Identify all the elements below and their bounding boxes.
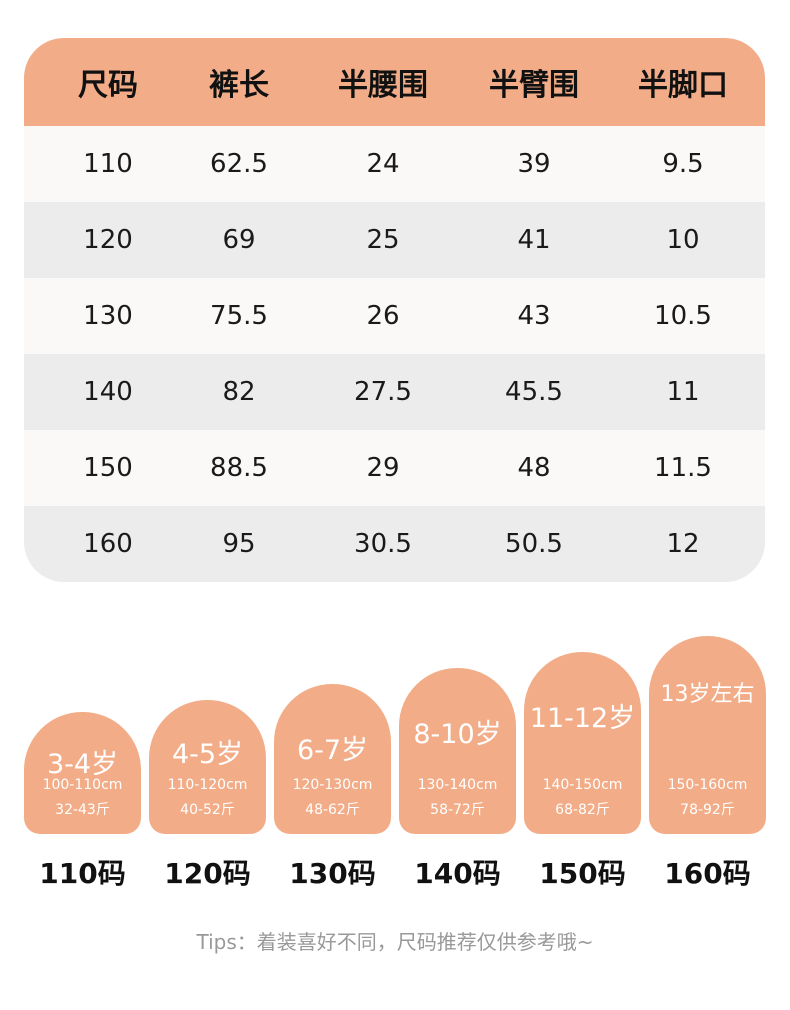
table-row: 160 95 30.5 50.5 12 [24, 506, 765, 582]
table-cell: 160 [83, 529, 133, 559]
table-cell: 12 [666, 529, 700, 559]
height-range: 140-150cm [542, 777, 623, 793]
table-cell: 48 [517, 453, 551, 483]
header-row: 尺码 裤长 半腰围 半臂围 半脚口 [24, 38, 765, 126]
table-cell: 25 [366, 225, 400, 255]
size-label: 160码 [664, 857, 751, 890]
table-cell: 95 [222, 529, 256, 559]
header-cell: 尺码 [78, 68, 138, 103]
table-cell: 150 [83, 453, 133, 483]
table-cell: 130 [83, 301, 133, 331]
header-cell: 裤长 [209, 68, 269, 103]
table-cell: 11 [666, 377, 700, 407]
weight-range: 78-92斤 [680, 802, 735, 818]
weight-range: 48-62斤 [305, 802, 360, 818]
age-label: 4-5岁 [171, 739, 244, 770]
age-label: 11-12岁 [529, 703, 636, 734]
header-cell: 半脚口 [638, 68, 728, 103]
table-row: 140 82 27.5 45.5 11 [24, 354, 765, 430]
weight-range: 32-43斤 [55, 802, 110, 818]
size-label: 150码 [539, 857, 626, 890]
table-row: 110 62.5 24 39 9.5 [24, 126, 765, 202]
size-label: 140码 [414, 857, 501, 890]
table-cell: 50.5 [505, 529, 563, 559]
weight-range: 40-52斤 [180, 802, 235, 818]
weight-range: 58-72斤 [430, 802, 485, 818]
size-label: 110码 [39, 857, 126, 890]
table-cell: 26 [366, 301, 400, 331]
size-label: 120码 [164, 857, 251, 890]
table-cell: 39 [517, 149, 551, 179]
table-cell: 43 [517, 301, 551, 331]
age-label: 6-7岁 [296, 735, 369, 766]
weight-range: 68-82斤 [555, 802, 610, 818]
age-label: 8-10岁 [413, 719, 502, 750]
size-label: 130码 [289, 857, 376, 890]
age-label: 13岁左右 [660, 682, 755, 707]
height-range: 120-130cm [292, 777, 373, 793]
table-cell: 82 [222, 377, 256, 407]
table-cell: 29 [366, 453, 400, 483]
table-cell: 9.5 [662, 149, 704, 179]
table-cell: 41 [517, 225, 551, 255]
header-cell: 半腰围 [338, 68, 428, 103]
table-cell: 88.5 [210, 453, 268, 483]
age-card: 11-12岁 140-150cm 68-82斤 [524, 652, 641, 834]
table-cell: 140 [83, 377, 133, 407]
tips: Tips：着装喜好不同，尺码推荐仅供参考哦~ [196, 930, 594, 954]
table-cell: 10.5 [654, 301, 712, 331]
table-cell: 120 [83, 225, 133, 255]
table-cell: 69 [222, 225, 256, 255]
age-card: 6-7岁 120-130cm 48-62斤 [274, 684, 391, 834]
table-row: 150 88.5 29 48 11.5 [24, 430, 765, 506]
size-table: 尺码 裤长 半腰围 半臂围 半脚口 110 62.5 24 39 9.5 120 69 25 41 10 13… [24, 38, 765, 582]
table-cell: 11.5 [654, 453, 712, 483]
table-cell: 45.5 [505, 377, 563, 407]
table-row: 130 75.5 26 43 10.5 [24, 278, 765, 354]
header-cell: 半臂围 [489, 68, 579, 103]
table-cell: 30.5 [354, 529, 412, 559]
height-range: 150-160cm [667, 777, 748, 793]
table-cell: 110 [83, 149, 133, 179]
height-range: 130-140cm [417, 777, 498, 793]
table-cell: 62.5 [210, 149, 268, 179]
age-card: 8-10岁 130-140cm 58-72斤 [399, 668, 516, 834]
table-cell: 24 [366, 149, 400, 179]
age-card: 4-5岁 110-120cm 40-52斤 [149, 700, 266, 834]
table-cell: 75.5 [210, 301, 268, 331]
table-row: 120 69 25 41 10 [24, 202, 765, 278]
age-label: 3-4岁 [46, 749, 119, 780]
table-cell: 27.5 [354, 377, 412, 407]
height-range: 100-110cm [42, 777, 123, 793]
height-range: 110-120cm [167, 777, 248, 793]
table-cell: 10 [666, 225, 700, 255]
age-card: 13岁左右 150-160cm 78-92斤 [649, 636, 766, 834]
age-card: 3-4岁 100-110cm 32-43斤 [24, 712, 141, 834]
